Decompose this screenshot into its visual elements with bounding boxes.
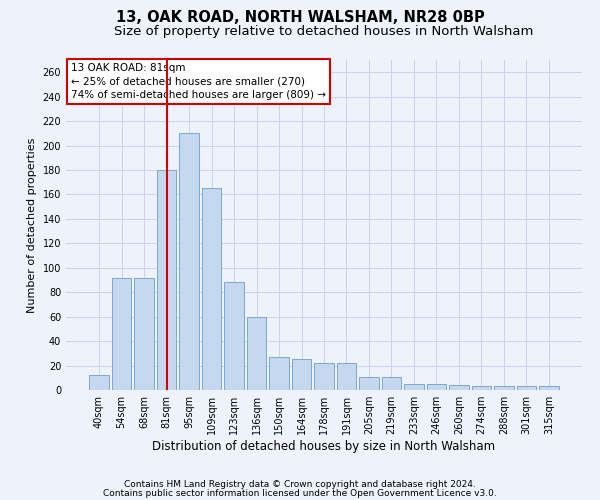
Bar [134,278,154,390]
Bar [269,357,289,390]
Bar [247,316,266,390]
Bar [382,376,401,390]
Y-axis label: Number of detached properties: Number of detached properties [27,138,37,312]
Bar [359,376,379,390]
Text: 13, OAK ROAD, NORTH WALSHAM, NR28 0BP: 13, OAK ROAD, NORTH WALSHAM, NR28 0BP [116,10,484,25]
Bar [224,282,244,390]
Bar [404,384,424,390]
Bar [157,170,176,390]
Bar [517,386,536,390]
Text: Contains public sector information licensed under the Open Government Licence v3: Contains public sector information licen… [103,489,497,498]
Bar [539,386,559,390]
Bar [89,376,109,390]
Bar [337,363,356,390]
Bar [427,384,446,390]
Bar [314,363,334,390]
Bar [292,360,311,390]
Bar [472,386,491,390]
Bar [449,385,469,390]
Title: Size of property relative to detached houses in North Walsham: Size of property relative to detached ho… [115,25,533,38]
Bar [202,188,221,390]
X-axis label: Distribution of detached houses by size in North Walsham: Distribution of detached houses by size … [152,440,496,453]
Bar [494,386,514,390]
Text: Contains HM Land Registry data © Crown copyright and database right 2024.: Contains HM Land Registry data © Crown c… [124,480,476,489]
Bar [112,278,131,390]
Text: 13 OAK ROAD: 81sqm
← 25% of detached houses are smaller (270)
74% of semi-detach: 13 OAK ROAD: 81sqm ← 25% of detached hou… [71,64,326,100]
Bar [179,134,199,390]
